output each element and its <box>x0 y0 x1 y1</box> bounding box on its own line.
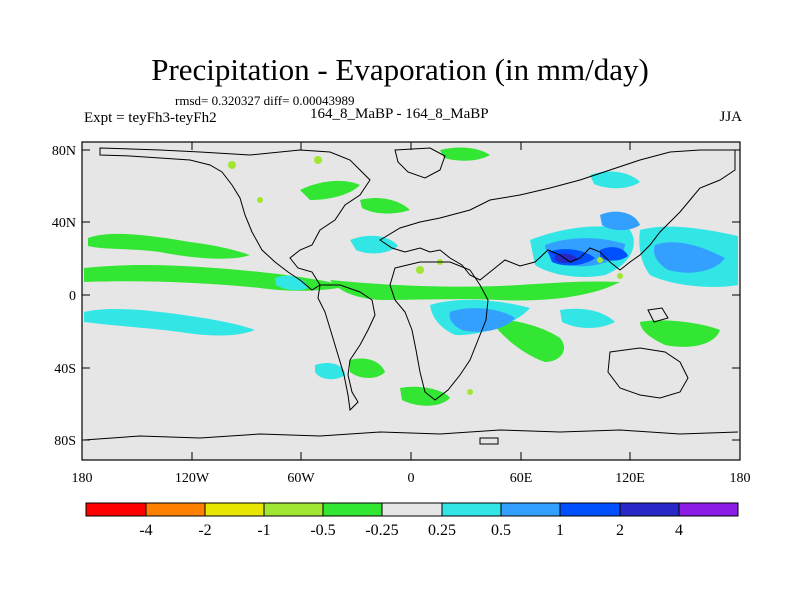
plot-title: Precipitation - Evaporation (in mm/day) <box>151 52 649 87</box>
colorbar-label: -2 <box>198 522 211 539</box>
colorbar-labels: -4 -2 -1 -0.5 -0.25 0.25 0.5 1 2 4 <box>139 522 683 539</box>
colorbar-label: 0.25 <box>428 522 456 539</box>
colorbar-label: 4 <box>675 522 683 539</box>
lon-tick-label: 180 <box>730 471 751 486</box>
colorbar-swatch <box>441 502 502 517</box>
colorbar-label: 1 <box>556 522 564 539</box>
light-green-speckles <box>228 156 623 395</box>
lat-tick-label: 80S <box>54 434 76 449</box>
lat-tick-label: 0 <box>69 289 76 304</box>
colorbar-swatch <box>500 502 561 517</box>
colorbar-swatch <box>204 502 265 517</box>
colorbar-swatch <box>678 502 739 517</box>
lon-tick-marks <box>81 142 741 460</box>
colorbar-swatch <box>559 502 621 517</box>
lon-tick-label: 120E <box>615 471 645 486</box>
colorbar-swatch <box>322 502 383 517</box>
lon-tick-labels: 180 120W 60W 0 60E 120E 180 <box>72 471 751 486</box>
lat-tick-labels: 80N 40N 0 40S 80S <box>52 144 76 449</box>
green-anomaly-regions <box>84 147 738 406</box>
precip-field <box>84 147 738 406</box>
colorbar-label: 0.5 <box>491 522 511 539</box>
experiment-label: Expt = teyFh3-teyFh2 <box>84 110 217 126</box>
lon-tick-label: 0 <box>408 471 415 486</box>
lat-tick-marks <box>82 149 740 441</box>
colorbar-label: -0.5 <box>310 522 335 539</box>
lon-tick-label: 60E <box>510 471 533 486</box>
colorbar <box>85 502 739 517</box>
colorbar-label: 2 <box>616 522 624 539</box>
stats-line: rmsd= 0.320327 diff= 0.00043989 <box>175 93 355 108</box>
lon-tick-label: 120W <box>175 471 210 486</box>
lat-tick-label: 80N <box>52 144 76 159</box>
comparison-label: 164_8_MaBP - 164_8_MaBP <box>310 106 489 122</box>
colorbar-label: -1 <box>257 522 270 539</box>
colorbar-label: -4 <box>139 522 152 539</box>
coastlines <box>83 147 739 445</box>
lat-tick-label: 40N <box>52 216 76 231</box>
season-label: JJA <box>719 109 742 125</box>
colorbar-swatch <box>619 502 680 517</box>
colorbar-swatch <box>381 502 443 517</box>
colorbar-label: -0.25 <box>365 522 398 539</box>
map-background <box>82 142 740 460</box>
lon-tick-label: 60W <box>287 471 315 486</box>
colorbar-swatch <box>85 502 147 517</box>
colorbar-swatch <box>263 502 324 517</box>
lat-tick-label: 40S <box>54 362 76 377</box>
colorbar-swatch <box>145 502 206 517</box>
lon-tick-label: 180 <box>72 471 93 486</box>
